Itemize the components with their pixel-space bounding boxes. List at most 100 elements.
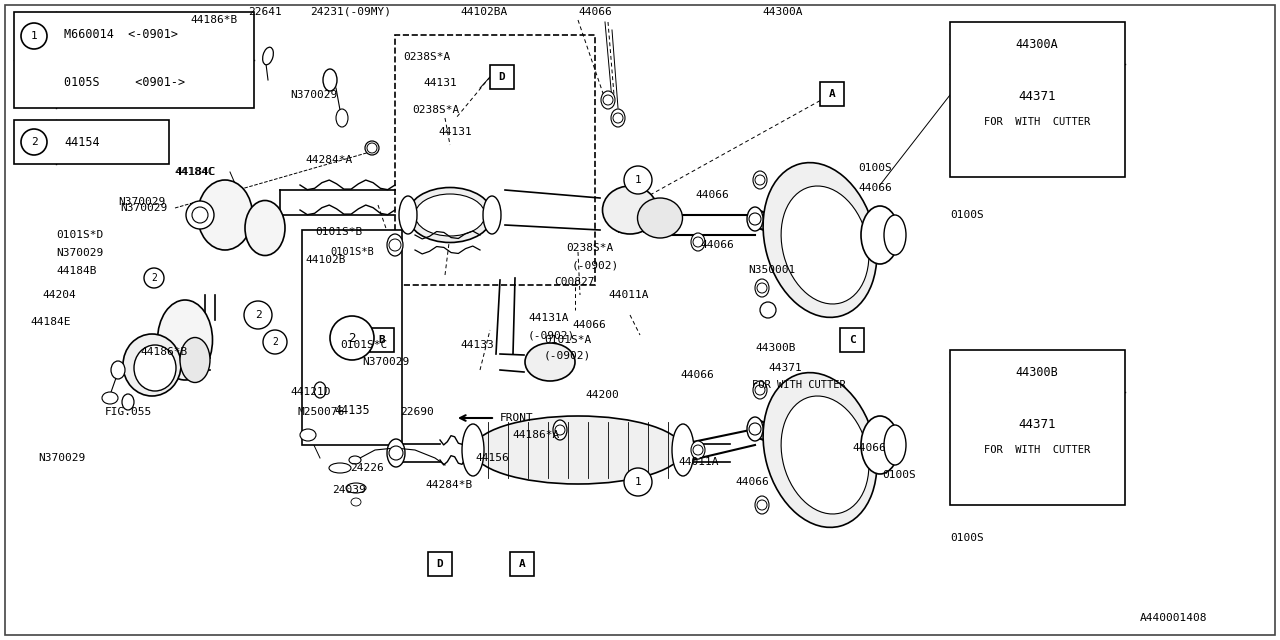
Text: 44186*B: 44186*B <box>189 15 237 25</box>
Bar <box>950 350 1125 505</box>
Circle shape <box>389 446 403 460</box>
Circle shape <box>330 316 374 360</box>
Ellipse shape <box>323 69 337 91</box>
Ellipse shape <box>387 234 403 256</box>
Text: FIG.055: FIG.055 <box>105 407 152 417</box>
Text: 0105S     <0901->: 0105S <0901-> <box>64 76 186 88</box>
Text: N370029: N370029 <box>38 453 86 463</box>
Text: 44131A: 44131A <box>529 313 568 323</box>
Ellipse shape <box>861 206 899 264</box>
Text: 0101S*C: 0101S*C <box>340 340 388 350</box>
Circle shape <box>756 500 767 510</box>
Text: 0101S*A: 0101S*A <box>544 335 591 345</box>
Text: N370029: N370029 <box>120 203 168 213</box>
Ellipse shape <box>748 207 763 231</box>
Ellipse shape <box>781 396 869 514</box>
Text: 44184C: 44184C <box>175 167 215 177</box>
Text: 44186*A: 44186*A <box>512 430 559 440</box>
Ellipse shape <box>603 186 658 234</box>
Text: 0100S: 0100S <box>950 533 984 543</box>
Bar <box>509 552 534 576</box>
Ellipse shape <box>111 361 125 379</box>
Bar <box>302 230 402 445</box>
Text: 2: 2 <box>273 337 278 347</box>
Text: 44371: 44371 <box>1019 90 1056 104</box>
Ellipse shape <box>763 163 877 317</box>
Text: 24231(-09MY): 24231(-09MY) <box>310 7 390 17</box>
Text: 44371: 44371 <box>1019 419 1056 431</box>
Ellipse shape <box>637 198 682 238</box>
Ellipse shape <box>483 196 500 234</box>
Ellipse shape <box>462 424 484 476</box>
Circle shape <box>756 283 767 293</box>
Text: FRONT: FRONT <box>500 413 534 423</box>
Ellipse shape <box>244 200 285 255</box>
Text: M660014  <-0901>: M660014 <-0901> <box>64 28 178 40</box>
Circle shape <box>625 166 652 194</box>
Text: 44066: 44066 <box>695 190 728 200</box>
Ellipse shape <box>186 201 214 229</box>
Text: FOR  WITH  CUTTER: FOR WITH CUTTER <box>984 117 1091 127</box>
Ellipse shape <box>672 424 694 476</box>
Text: 44011A: 44011A <box>608 290 649 300</box>
Text: 22690: 22690 <box>399 407 434 417</box>
Text: 44066: 44066 <box>572 320 605 330</box>
Text: 44133: 44133 <box>460 340 494 350</box>
Ellipse shape <box>399 196 417 234</box>
Bar <box>428 552 452 576</box>
Circle shape <box>749 423 762 435</box>
Bar <box>14 120 169 164</box>
Ellipse shape <box>691 441 705 459</box>
Bar <box>14 12 253 108</box>
Text: 22641: 22641 <box>248 7 282 17</box>
Ellipse shape <box>760 302 776 318</box>
Text: 44154: 44154 <box>64 136 100 148</box>
Circle shape <box>367 143 378 153</box>
Text: 44131: 44131 <box>438 127 472 137</box>
Circle shape <box>244 301 273 329</box>
Circle shape <box>692 237 703 247</box>
Text: FOR  WITH  CUTTER: FOR WITH CUTTER <box>984 445 1091 455</box>
Ellipse shape <box>346 483 366 493</box>
Ellipse shape <box>753 381 767 399</box>
Text: 2: 2 <box>31 137 37 147</box>
Ellipse shape <box>102 392 118 404</box>
Text: 24039: 24039 <box>332 485 366 495</box>
Ellipse shape <box>755 279 769 297</box>
Ellipse shape <box>335 109 348 127</box>
Text: N370029: N370029 <box>118 197 165 207</box>
Text: 44135: 44135 <box>334 403 370 417</box>
Circle shape <box>262 330 287 354</box>
Text: 1: 1 <box>31 31 37 41</box>
Circle shape <box>20 129 47 155</box>
Ellipse shape <box>861 416 899 474</box>
Bar <box>490 65 515 89</box>
Text: N370029: N370029 <box>291 90 337 100</box>
Text: 2: 2 <box>348 332 356 344</box>
Text: 44300B: 44300B <box>1015 365 1059 378</box>
Text: B: B <box>379 335 385 345</box>
Text: 44121D: 44121D <box>291 387 330 397</box>
Text: 44284*A: 44284*A <box>305 155 352 165</box>
Text: 44011A: 44011A <box>678 457 718 467</box>
Text: 44200: 44200 <box>585 390 618 400</box>
Ellipse shape <box>884 215 906 255</box>
Text: A: A <box>828 89 836 99</box>
Text: 0100S: 0100S <box>950 210 984 220</box>
Text: 44186*B: 44186*B <box>140 347 187 357</box>
Ellipse shape <box>262 47 274 65</box>
Text: 1: 1 <box>635 477 641 487</box>
Text: 0101S*B: 0101S*B <box>315 227 362 237</box>
Circle shape <box>603 95 613 105</box>
Text: (-0902): (-0902) <box>544 350 591 360</box>
Text: A440001408: A440001408 <box>1140 613 1207 623</box>
Ellipse shape <box>415 194 485 236</box>
Text: 44131: 44131 <box>422 78 457 88</box>
Ellipse shape <box>157 300 212 380</box>
Text: (-0902): (-0902) <box>572 260 620 270</box>
Circle shape <box>692 445 703 455</box>
Circle shape <box>556 425 564 435</box>
Ellipse shape <box>691 233 705 251</box>
Text: 44184E: 44184E <box>29 317 70 327</box>
Circle shape <box>755 385 765 395</box>
